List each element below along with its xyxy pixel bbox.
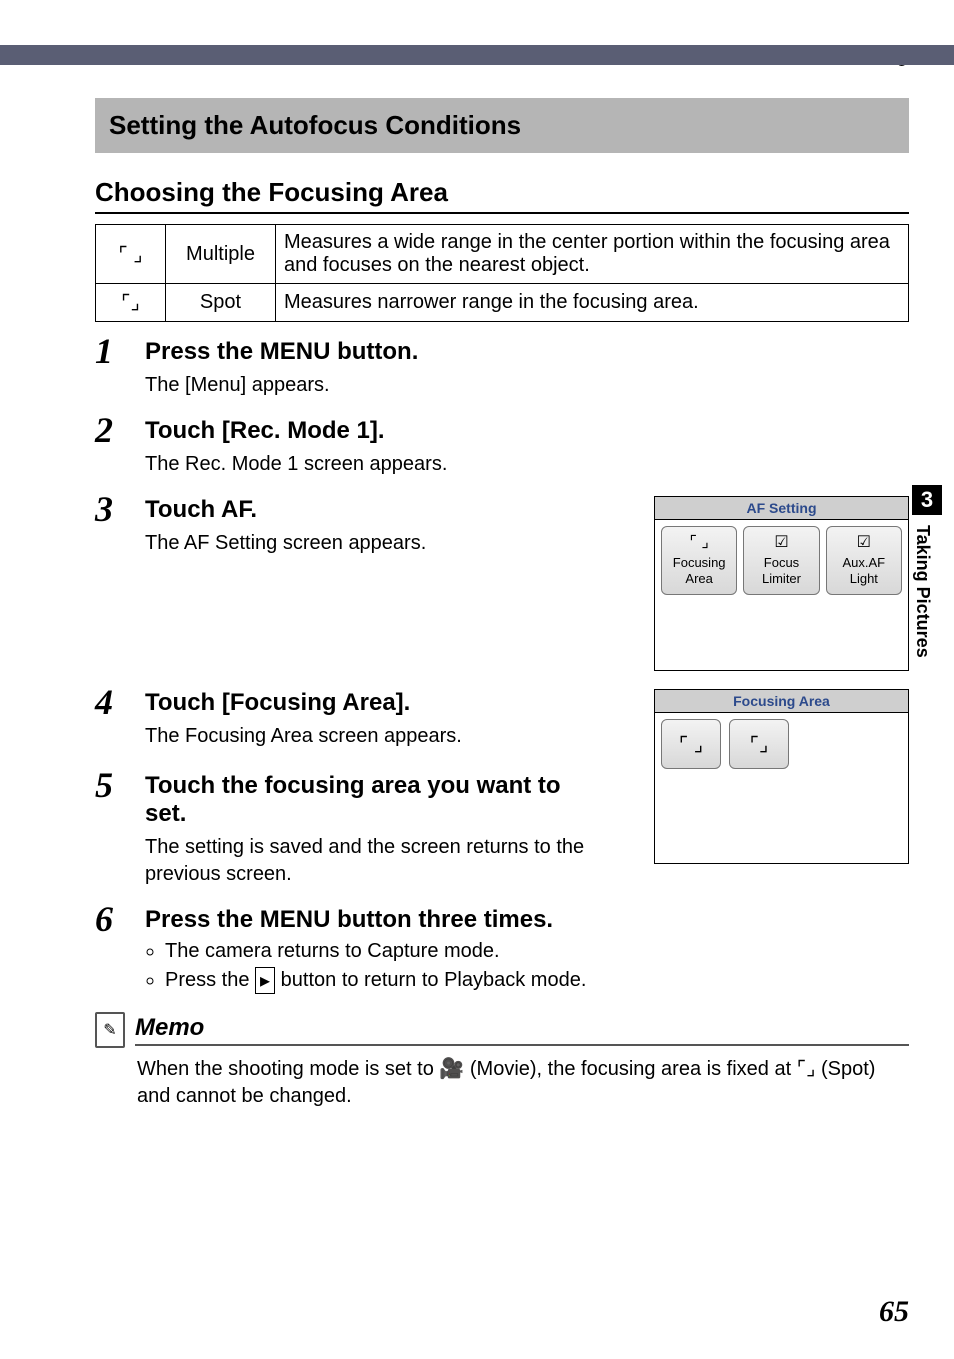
row-desc: Measures a wide range in the center port… (276, 225, 909, 284)
step-3: Touch AF. The AF Setting screen appears.… (95, 496, 909, 671)
option-aux-af-light[interactable]: ☑ Aux.AF Light (826, 526, 902, 595)
table-row: ⌜⌟ Spot Measures narrower range in the f… (96, 284, 909, 322)
text: Focusing (673, 555, 726, 570)
text: button three times. (330, 906, 553, 933)
step-body: The Focusing Area screen appears. (145, 723, 636, 750)
step-title: Touch AF. (145, 496, 636, 524)
movie-icon: 🎥 (439, 1058, 464, 1080)
text: Aux.AF (843, 555, 886, 570)
check-icon: ☑ (829, 533, 899, 553)
focus-area-table: ⌜ ⌟ Multiple Measures a wide range in th… (95, 224, 909, 322)
af-setting-panel: AF Setting ⌜ ⌟ Focusing Area ☑ Focus Lim… (654, 496, 909, 671)
memo-icon: ✎ (95, 1012, 125, 1048)
step-6: Press the MENU button three times. The c… (95, 906, 909, 994)
step-title: Press the MENU button three times. (145, 906, 909, 934)
spot-icon: ⌜⌟ (96, 284, 166, 322)
menu-label: MENU (260, 338, 331, 365)
menu-label: MENU (260, 906, 331, 933)
option-spot[interactable]: ⌜⌟ (729, 719, 789, 769)
step-bullets: The camera returns to Capture mode. Pres… (145, 940, 909, 994)
text: Press the (145, 338, 260, 365)
text: Touch (145, 496, 221, 523)
steps-list: Press the MENU button. The [Menu] appear… (95, 338, 909, 994)
row-name: Multiple (166, 225, 276, 284)
step-2: Touch [Rec. Mode 1]. The Rec. Mode 1 scr… (95, 417, 909, 478)
text: Light (850, 571, 878, 586)
check-icon: ☑ (746, 533, 816, 553)
focusing-area-panel: Focusing Area ⌜ ⌟ ⌜⌟ (654, 689, 909, 864)
page-number: 65 (879, 1295, 909, 1329)
bullet: Press the ▸ button to return to Playback… (165, 967, 909, 994)
text: Limiter (762, 571, 801, 586)
text: Area (685, 571, 712, 586)
step-body: The [Menu] appears. (145, 372, 909, 399)
text: Press the (145, 906, 260, 933)
step-body: The AF Setting screen appears. (145, 530, 636, 557)
bullet: The camera returns to Capture mode. (165, 940, 909, 963)
text: button. (330, 338, 418, 365)
chapter-tab: 3 Taking Pictures (912, 485, 942, 658)
chapter-number: 3 (912, 485, 942, 515)
text: When the shooting mode is set to (137, 1058, 439, 1080)
option-focus-limiter[interactable]: ☑ Focus Limiter (743, 526, 819, 595)
subheader: Choosing the Focusing Area (95, 177, 909, 214)
step-title: Touch [Focusing Area]. (145, 689, 636, 717)
playback-icon: ▸ (255, 967, 275, 994)
step-title: Touch the focusing area you want to set. (145, 772, 585, 828)
memo-body: When the shooting mode is set to 🎥 (Movi… (95, 1056, 909, 1110)
chapter-title: Taking Pictures (912, 515, 933, 658)
memo-title: Memo (135, 1014, 909, 1046)
spot-icon: ⌜⌟ (797, 1058, 816, 1080)
memo-block: ✎ Memo When the shooting mode is set to … (95, 1012, 909, 1110)
text: (Movie), the focusing area is fixed at (464, 1058, 796, 1080)
top-bar (0, 45, 954, 65)
text: . (250, 496, 257, 523)
row-name: Spot (166, 284, 276, 322)
step-body: The setting is saved and the screen retu… (145, 834, 585, 888)
step-5: Touch the focusing area you want to set.… (95, 772, 585, 888)
step-body: The Rec. Mode 1 screen appears. (145, 451, 909, 478)
af-label: AF (221, 496, 250, 523)
text: Focus (764, 555, 799, 570)
section-header: Setting the Autofocus Conditions (95, 98, 909, 153)
step-title: Press the MENU button. (145, 338, 909, 366)
focusing-area-icon: ⌜ ⌟ (664, 533, 734, 553)
row-desc: Measures narrower range in the focusing … (276, 284, 909, 322)
option-focusing-area[interactable]: ⌜ ⌟ Focusing Area (661, 526, 737, 595)
step-1: Press the MENU button. The [Menu] appear… (95, 338, 909, 399)
panel-title: Focusing Area (655, 690, 908, 713)
multiple-icon: ⌜ ⌟ (96, 225, 166, 284)
table-row: ⌜ ⌟ Multiple Measures a wide range in th… (96, 225, 909, 284)
panel-title: AF Setting (655, 497, 908, 520)
step-title: Touch [Rec. Mode 1]. (145, 417, 909, 445)
option-multiple[interactable]: ⌜ ⌟ (661, 719, 721, 769)
